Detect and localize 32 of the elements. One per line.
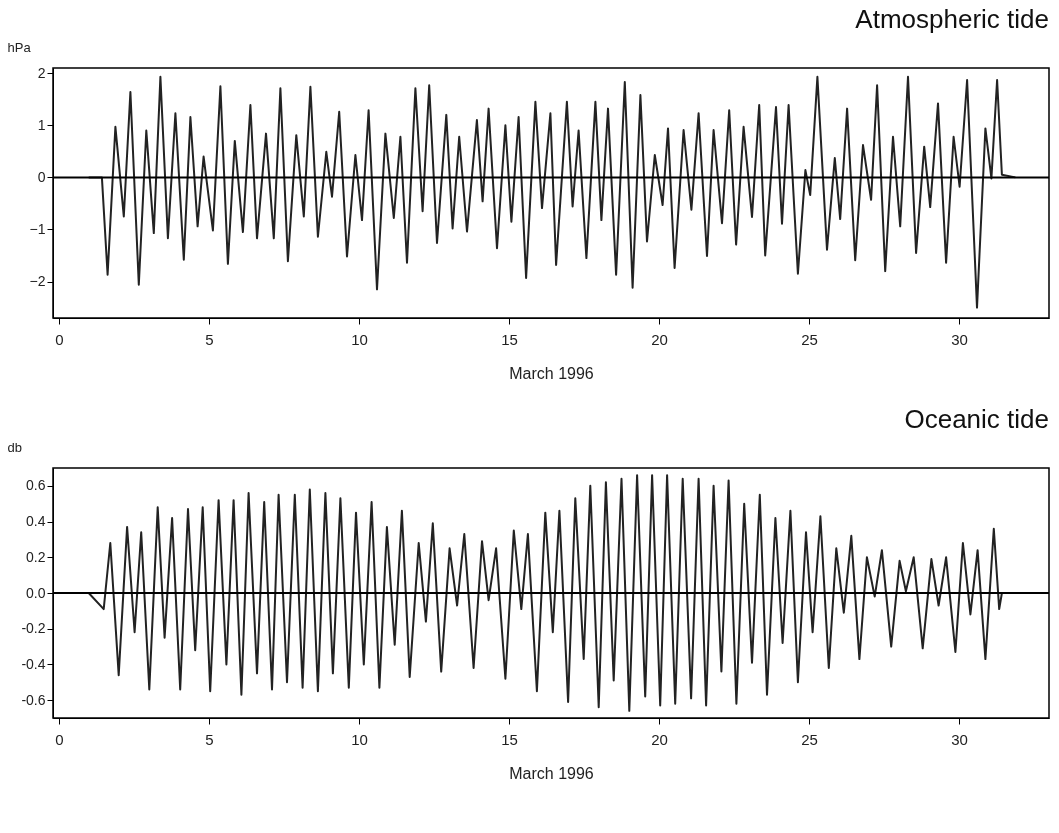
x-tick-label: 5 — [205, 330, 214, 348]
y-tick-label: 0.4 — [26, 513, 46, 530]
x-axis-title: March 1996 — [509, 764, 594, 782]
x-tick-label: 30 — [951, 330, 968, 348]
x-axis-title: March 1996 — [509, 364, 594, 382]
x-tick-label: 5 — [205, 730, 214, 748]
y-tick-label: -0.2 — [21, 620, 46, 637]
chart-title: Oceanic tide — [904, 404, 1049, 434]
x-tick-label: 10 — [351, 730, 368, 748]
y-tick-label: 0.0 — [26, 584, 46, 601]
x-tick-label: 30 — [951, 730, 968, 748]
x-tick-label: 20 — [651, 730, 668, 748]
chart-title: Atmospheric tide — [855, 4, 1049, 34]
y-axis-title: hPa — [7, 39, 32, 55]
x-tick-label: 15 — [501, 730, 518, 748]
y-tick-label: 2 — [37, 64, 46, 81]
y-tick-label: −2 — [29, 273, 46, 290]
y-tick-label: -0.6 — [21, 691, 46, 708]
x-tick-label: 20 — [651, 330, 668, 348]
y-tick-label: -0.4 — [21, 655, 46, 672]
x-tick-label: 25 — [801, 330, 818, 348]
y-tick-label: −1 — [29, 220, 46, 237]
x-tick-label: 15 — [501, 330, 518, 348]
y-tick-label: 0 — [37, 168, 46, 185]
x-tick-label: 0 — [55, 330, 64, 348]
x-tick-label: 10 — [351, 330, 368, 348]
y-tick-label: 0.6 — [26, 477, 46, 494]
x-tick-label: 0 — [55, 730, 64, 748]
y-axis-title: db — [7, 439, 22, 455]
y-tick-label: 1 — [37, 116, 46, 133]
x-tick-label: 25 — [801, 730, 818, 748]
y-tick-label: 0.2 — [26, 548, 46, 565]
